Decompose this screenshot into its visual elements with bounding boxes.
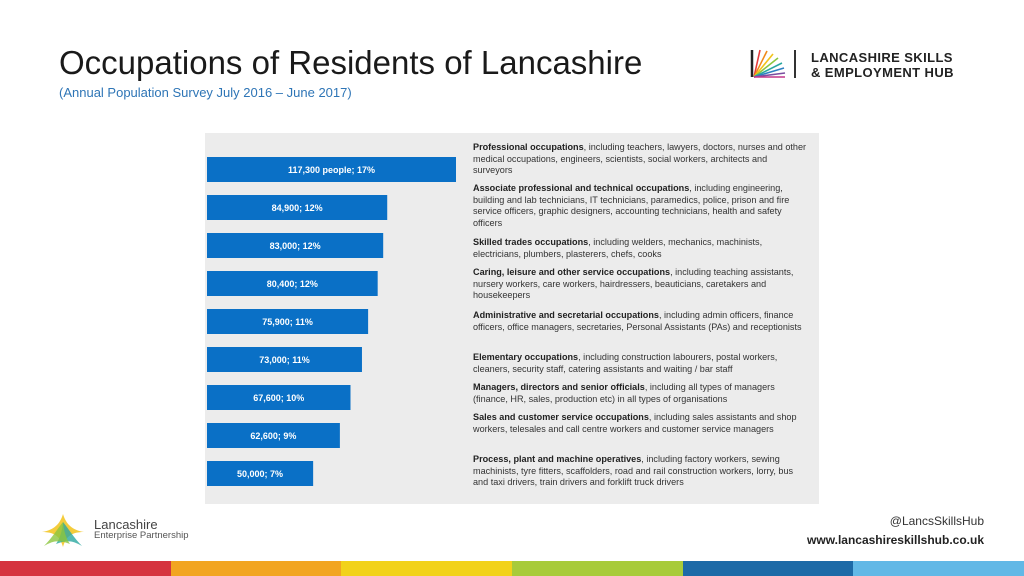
page-title: Occupations of Residents of Lancashire [59, 44, 643, 81]
description-2: Associate professional and technical occ… [473, 183, 809, 229]
description-heading: Managers, directors and senior officials [473, 382, 645, 392]
bar-label-3: 83,000; 12% [270, 241, 321, 251]
description-heading: Elementary occupations [473, 352, 579, 362]
hub-starburst-icon [750, 49, 786, 78]
description-text: , including admin officers, finance offi… [473, 310, 802, 332]
lep-subtitle: Enterprise Partnership [94, 530, 189, 541]
description-6: Elementary occupations, including constr… [473, 352, 809, 375]
hub-logo-line1: LANCASHIRE SKILLS [811, 50, 953, 65]
description-heading: Caring, leisure and other service occupa… [473, 267, 671, 277]
bar-2 [207, 195, 388, 220]
occupations-panel: 117,300 people; 17% 84,900; 12% 83,000; 12… [205, 133, 819, 504]
description-text: , including sales assistants and shop wo… [473, 412, 797, 434]
lep-tristar-icon [42, 514, 84, 547]
description-1: Professional occupations, including teac… [473, 142, 809, 177]
hub-logo-divider [794, 50, 796, 78]
description-8: Sales and customer service occupations, … [473, 412, 809, 435]
description-heading: Associate professional and technical occ… [473, 183, 690, 193]
bar-label-2: 84,900; 12% [272, 203, 323, 213]
description-3: Skilled trades occupations, including we… [473, 237, 809, 260]
footer-color-bar [0, 561, 1024, 576]
website-link[interactable]: www.lancashireskillshub.co.uk [807, 533, 984, 547]
description-heading: Sales and customer service occupations [473, 412, 649, 422]
footer-bar-segment [853, 561, 1024, 576]
bar-1 [207, 157, 456, 182]
bar-label-5: 75,900; 11% [262, 317, 313, 327]
bar-3 [207, 233, 384, 258]
bar-label-1: 117,300 people; 17% [288, 165, 375, 175]
bar-label-8: 62,600; 9% [250, 431, 296, 441]
footer-bar-segment [0, 561, 171, 576]
description-heading: Administrative and secretarial occupatio… [473, 310, 659, 320]
description-heading: Professional occupations [473, 142, 584, 152]
bar-label-6: 73,000; 11% [259, 355, 310, 365]
bar-7 [207, 385, 351, 410]
occupation-bar-chart: 117,300 people; 17% 84,900; 12% 83,000; 12… [207, 157, 456, 486]
lep-name: Lancashire [94, 517, 158, 532]
twitter-handle[interactable]: @LancsSkillsHub [889, 514, 984, 528]
footer-bar-segment [512, 561, 683, 576]
bar-5 [207, 309, 369, 334]
description-9: Process, plant and machine operatives, i… [473, 454, 809, 489]
bar-4 [207, 271, 378, 296]
footer-bar-segment [341, 561, 513, 576]
footer-bar-segment [170, 561, 342, 576]
description-text: , including all types of managers (finan… [473, 382, 775, 404]
bar-label-4: 80,400; 12% [267, 279, 318, 289]
description-text: , including teaching assistants, nursery… [473, 267, 794, 301]
bar-9 [207, 461, 314, 486]
description-text: , including factory workers, sewing mach… [473, 454, 794, 488]
description-text: , including engineering, building and la… [473, 183, 790, 228]
description-5: Administrative and secretarial occupatio… [473, 310, 809, 333]
bar-label-7: 67,600; 10% [253, 393, 304, 403]
description-7: Managers, directors and senior officials… [473, 382, 809, 405]
hub-logo-line2: & EMPLOYMENT HUB [811, 65, 954, 80]
bar-label-9: 50,000; 7% [237, 469, 283, 479]
description-4: Caring, leisure and other service occupa… [473, 267, 809, 302]
description-heading: Skilled trades occupations [473, 237, 589, 247]
footer-bar-segment [682, 561, 854, 576]
description-heading: Process, plant and machine operatives [473, 454, 642, 464]
page-subtitle: (Annual Population Survey July 2016 – Ju… [59, 85, 352, 100]
description-text: , including construction labourers, post… [473, 352, 778, 374]
description-text: , including teachers, lawyers, doctors, … [473, 142, 807, 176]
bar-6 [207, 347, 362, 372]
bar-8 [207, 423, 340, 448]
description-text: , including welders, mechanics, machinis… [473, 237, 763, 259]
